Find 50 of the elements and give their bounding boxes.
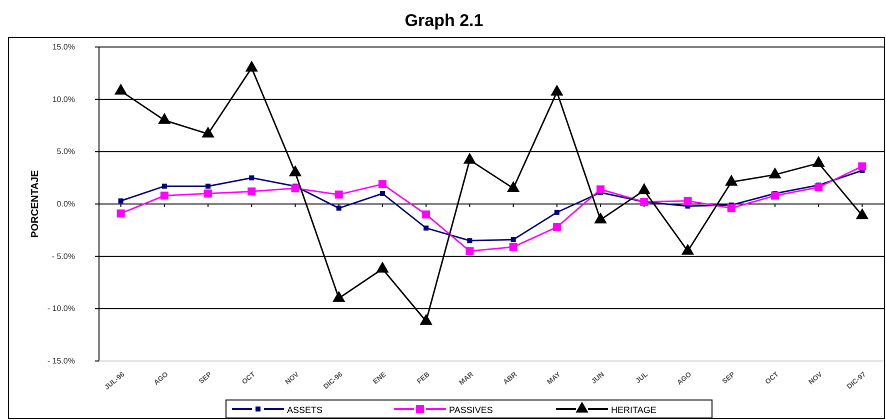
point (116, 209, 125, 218)
point (248, 187, 256, 196)
point (291, 184, 300, 192)
legend-label: HERITAGE (611, 405, 656, 415)
legend-label: PASSIVES (449, 405, 493, 415)
point (424, 226, 429, 231)
y-axis-title: PORCENTAJE (30, 170, 41, 238)
point (509, 242, 518, 251)
y-tick-label: 5.0% (56, 147, 75, 156)
point (638, 183, 650, 194)
point (249, 175, 254, 180)
point (206, 184, 211, 189)
point (814, 183, 823, 192)
point (336, 206, 342, 211)
point (245, 60, 258, 72)
y-tick-label: - 5.0% (52, 252, 75, 261)
point (422, 210, 430, 218)
legend-label: ASSETS (287, 405, 323, 415)
point (554, 210, 560, 215)
point (158, 112, 171, 124)
point (725, 174, 738, 186)
point (858, 162, 866, 170)
point (204, 190, 212, 198)
point (334, 190, 343, 199)
y-tick-label: - 15.0% (47, 356, 75, 366)
y-tick-label: - 10.0% (47, 304, 75, 314)
point (770, 192, 779, 200)
point (162, 184, 167, 189)
point (202, 126, 214, 138)
point (510, 237, 516, 242)
chart-title: Graph 2.1 (404, 11, 484, 30)
point (550, 84, 564, 96)
point (118, 198, 124, 204)
point (727, 204, 736, 212)
point (380, 191, 385, 196)
point (596, 185, 605, 194)
point (466, 247, 474, 256)
point (160, 192, 168, 200)
point (288, 165, 302, 176)
y-tick-label: 0.0% (56, 200, 75, 209)
point (378, 180, 386, 188)
y-tick-label: 10.0% (52, 94, 75, 104)
point (114, 84, 128, 95)
y-tick-label: 15.0% (52, 42, 75, 52)
point (684, 196, 692, 205)
point (812, 156, 825, 167)
point (552, 223, 561, 232)
point (467, 238, 472, 244)
point (463, 152, 476, 164)
point (768, 167, 782, 178)
